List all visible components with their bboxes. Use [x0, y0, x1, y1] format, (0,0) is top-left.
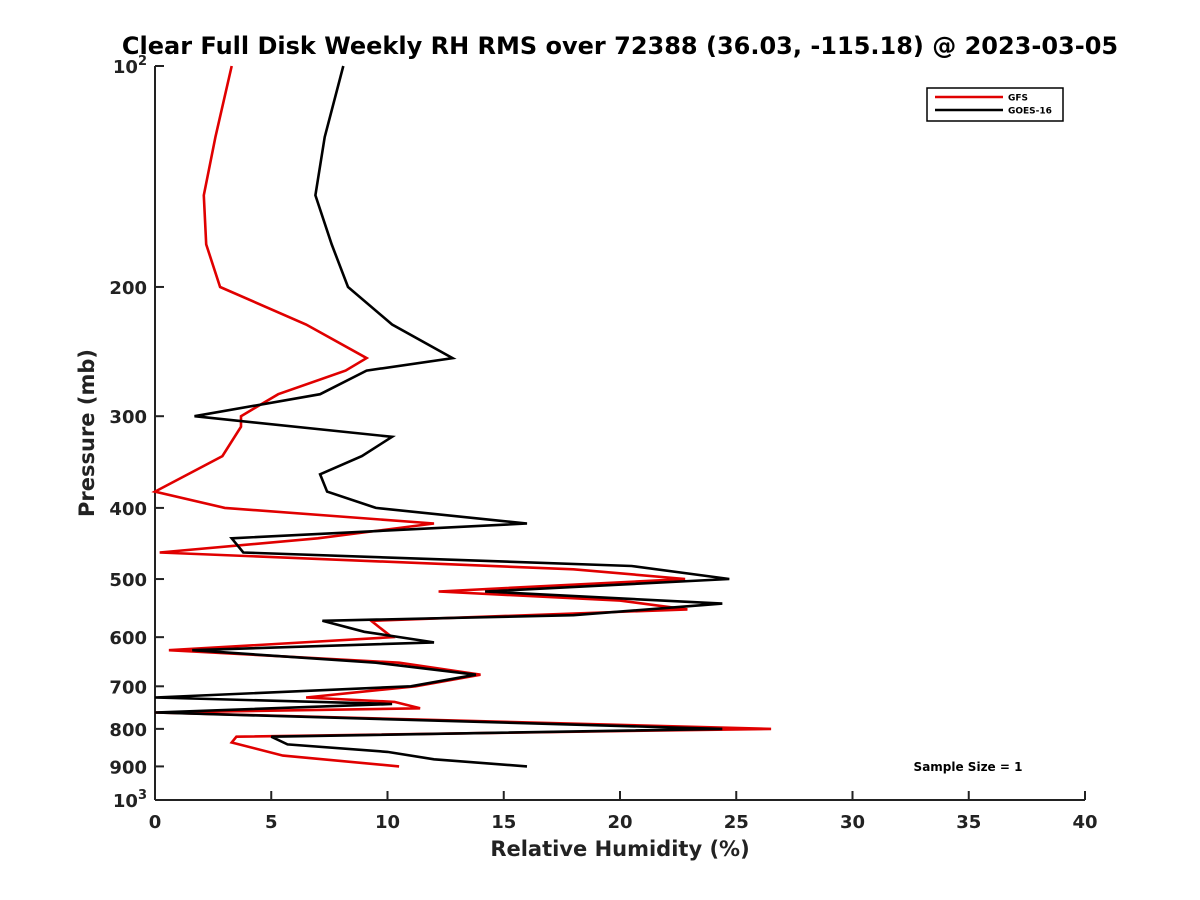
sample-size-annotation: Sample Size = 1 — [914, 760, 1023, 774]
y-tick-label: 400 — [109, 499, 147, 520]
legend-label-goes16: GOES-16 — [1008, 107, 1052, 117]
series-line-goes16 — [154, 65, 730, 768]
plot-axes — [154, 66, 1085, 801]
x-tick-label: 25 — [724, 812, 749, 833]
y-tick-label: 103 — [113, 788, 147, 812]
y-tick-label: 900 — [109, 757, 147, 778]
y-tick-label: 800 — [109, 720, 147, 741]
x-ticks: 0 5 10 15 20 25 30 35 40 — [149, 791, 1098, 833]
x-tick-label: 5 — [265, 812, 278, 833]
legend-label-gfs: GFS — [1008, 94, 1028, 104]
x-tick-label: 35 — [956, 812, 981, 833]
x-tick-label: 20 — [607, 812, 632, 833]
x-tick-label: 0 — [149, 812, 162, 833]
y-axis-label: Pressure (mb) — [75, 349, 99, 517]
series-line-gfs — [151, 65, 772, 768]
x-tick-label: 15 — [491, 812, 516, 833]
x-axis-label: Relative Humidity (%) — [490, 837, 749, 861]
x-tick-label: 10 — [375, 812, 400, 833]
legend: GFS GOES-16 — [926, 87, 1064, 122]
y-ticks: 102 200 300 400 500 600 700 800 900 103 — [109, 54, 164, 812]
x-tick-label: 40 — [1072, 812, 1097, 833]
chart-title: Clear Full Disk Weekly RH RMS over 72388… — [122, 32, 1118, 60]
y-tick-label: 700 — [109, 677, 147, 698]
y-tick-label: 200 — [109, 278, 147, 299]
y-tick-label: 500 — [109, 570, 147, 591]
legend-box — [926, 87, 1064, 122]
y-tick-label: 600 — [109, 628, 147, 649]
y-tick-label: 300 — [109, 407, 147, 428]
y-tick-label: 102 — [113, 54, 147, 78]
series-lines — [151, 65, 772, 768]
x-tick-label: 30 — [840, 812, 865, 833]
